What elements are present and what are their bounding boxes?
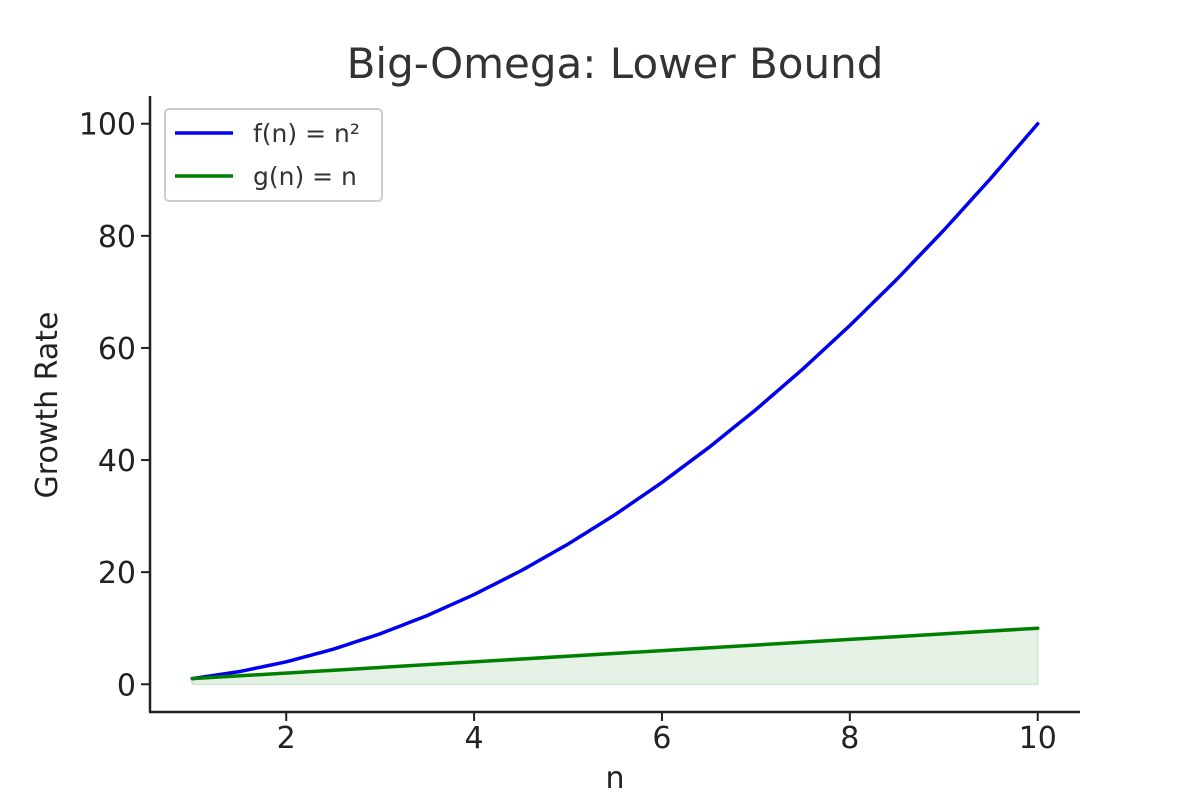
y-tick-label: 100: [79, 108, 136, 143]
x-tick-label: 8: [840, 721, 859, 756]
x-tick-label: 10: [1019, 721, 1057, 756]
y-tick-label: 20: [98, 556, 136, 591]
x-tick-label: 2: [277, 721, 296, 756]
y-tick-label: 40: [98, 444, 136, 479]
y-ticks: 0 20 40 60 80 100: [79, 108, 150, 703]
x-tick-label: 6: [652, 721, 671, 756]
legend-label-0: f(n) = n²: [253, 119, 360, 148]
y-tick-label: 0: [117, 668, 136, 703]
y-tick-label: 80: [98, 220, 136, 255]
legend-label-1: g(n) = n: [253, 162, 357, 191]
y-tick-label: 60: [98, 332, 136, 367]
legend: f(n) = n² g(n) = n: [164, 108, 383, 202]
y-axis-label: Growth Rate: [30, 312, 65, 499]
series-line-1: [190, 626, 1040, 681]
series-line-0: [190, 122, 1040, 681]
x-axis-label: n: [605, 761, 624, 796]
x-tick-label: 4: [465, 721, 484, 756]
series-layer: [190, 122, 1040, 681]
x-ticks: 2 4 6 8 10: [277, 712, 1057, 756]
chart-title: Big-Omega: Lower Bound: [347, 39, 884, 88]
